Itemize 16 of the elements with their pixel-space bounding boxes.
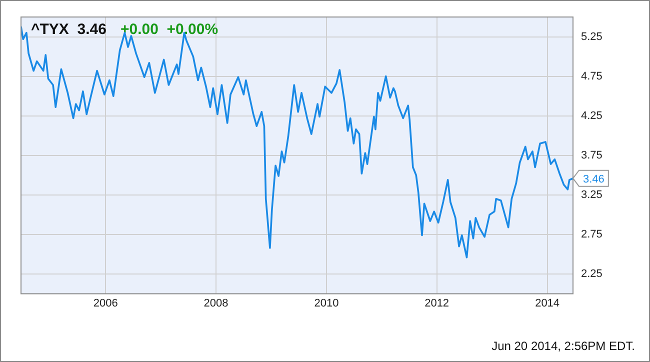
text: Jun 20 2014, 2:56PM EDT. [492, 339, 635, 353]
x-tick-label: 2014 [535, 297, 560, 310]
y-tick-label: 3.75 [581, 149, 602, 162]
x-tick-label: 2008 [204, 297, 228, 310]
x-tick-label: 2012 [424, 297, 450, 310]
y-tick-label: 5.25 [581, 30, 602, 43]
y-tick-label: 4.25 [581, 110, 602, 122]
x-tick-label: 2006 [93, 297, 118, 310]
y-tick-label: 3.25 [581, 188, 602, 201]
chart-subtitle: +0.00 +0.00% [120, 21, 218, 38]
x-tick-label: 2010 [314, 297, 339, 310]
y-tick-label: 4.75 [581, 70, 602, 82]
annotation: 3.46 [583, 173, 604, 186]
y-tick-label: 2.25 [581, 268, 602, 280]
y-tick-label: 2.75 [581, 228, 602, 241]
chart-title: ^TYX 3.46 [31, 21, 106, 38]
